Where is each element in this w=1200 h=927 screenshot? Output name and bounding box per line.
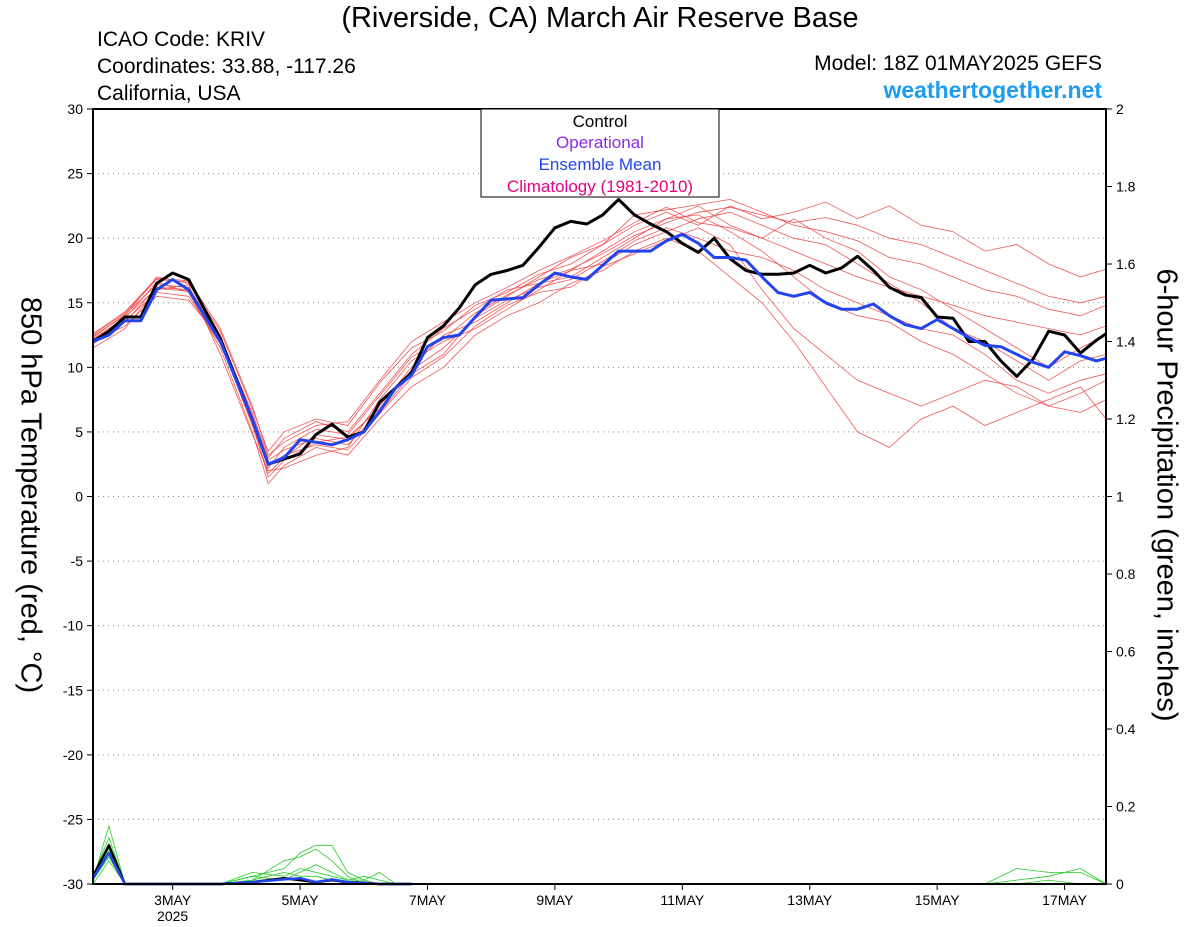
legend-control: Control [573, 112, 628, 131]
ensemble-mean-precipitation-line [91, 851, 412, 886]
y-tick-label-right: 0.4 [1116, 721, 1136, 737]
precipitation-member-line [92, 860, 1106, 885]
precipitation-member-line [92, 836, 1107, 885]
icao-code: ICAO Code: KRIV [97, 28, 266, 51]
region: California, USA [97, 82, 241, 105]
plot-frame [92, 108, 1107, 885]
legend-operational: Operational [556, 133, 644, 152]
legend-climatology: Climatology (1981-2010) [507, 177, 693, 196]
y-tick-label-left: 20 [67, 230, 83, 246]
temperature-member-line [92, 214, 1107, 472]
precipitation-member-line [92, 848, 1107, 885]
y-tick-label-left: -5 [71, 553, 84, 569]
axes: 302520151050-5-10-15-20-25-3021.81.61.41… [63, 101, 1136, 924]
y-tick-label-right: 2 [1116, 101, 1124, 117]
x-tick-label: 17MAY [1042, 892, 1088, 908]
x-tick-label: 3MAY [154, 892, 192, 908]
y-tick-label-left: -30 [63, 876, 83, 892]
x-tick-label: 11MAY [660, 892, 704, 908]
y-tick-label-left: 25 [67, 166, 83, 182]
x-tick-sublabel: 2025 [157, 908, 188, 924]
ensemble-mean-temperature-line [92, 232, 1107, 466]
y-tick-label-left: 0 [75, 489, 83, 505]
y-tick-label-right: 1.2 [1116, 411, 1136, 427]
y-tick-label-right: 1.8 [1116, 179, 1136, 195]
x-tick-label: 5MAY [282, 892, 320, 908]
precipitation-member-line [92, 856, 1106, 885]
coordinates: Coordinates: 33.88, -117.26 [97, 55, 356, 78]
y-tick-label-right: 1.4 [1116, 334, 1136, 350]
control-precipitation-line [91, 844, 412, 886]
x-tick-label: 9MAY [536, 892, 574, 908]
main-series [91, 197, 1107, 886]
y-tick-label-right: 0.8 [1116, 566, 1136, 582]
y-tick-label-left: 5 [75, 424, 83, 440]
y-tick-label-right: 0.6 [1116, 644, 1136, 660]
y-tick-label-right: 1.6 [1116, 256, 1136, 272]
y-tick-label-left: -25 [63, 811, 83, 827]
site-link[interactable]: weathertogether.net [883, 77, 1102, 103]
legend-ensemble-mean: Ensemble Mean [539, 155, 662, 174]
grid-lines [93, 173, 1106, 820]
y-tick-label-left: 15 [67, 295, 83, 311]
temperature-member-line [92, 237, 1107, 485]
temperature-member-line [92, 206, 1107, 456]
y-tick-label-left: 30 [67, 101, 83, 117]
ensemble-members-precipitation [92, 824, 1107, 885]
control-temperature-line [92, 197, 1107, 466]
y-tick-label-right: 0.2 [1116, 799, 1136, 815]
y-tick-label-right: 0 [1116, 876, 1124, 892]
model-run: Model: 18Z 01MAY2025 GEFS [814, 52, 1102, 75]
page-title: (Riverside, CA) March Air Reserve Base [341, 2, 859, 34]
legend-box [480, 108, 720, 198]
y-tick-label-left: -20 [63, 747, 83, 763]
x-tick-label: 13MAY [787, 892, 833, 908]
temperature-member-line [92, 227, 1107, 478]
ensemble-members-temperature [92, 198, 1107, 485]
y-tick-label-right: 1 [1116, 489, 1124, 505]
y-tick-label-left: 10 [67, 359, 83, 375]
x-tick-label: 7MAY [409, 892, 447, 908]
legend: Control Operational Ensemble Mean Climat… [480, 108, 720, 198]
x-tick-label: 15MAY [915, 892, 961, 908]
y-tick-label-left: -15 [63, 682, 83, 698]
y-tick-label-left: -10 [63, 618, 83, 634]
temperature-member-line [92, 211, 1107, 459]
temperature-member-line [92, 201, 1107, 461]
